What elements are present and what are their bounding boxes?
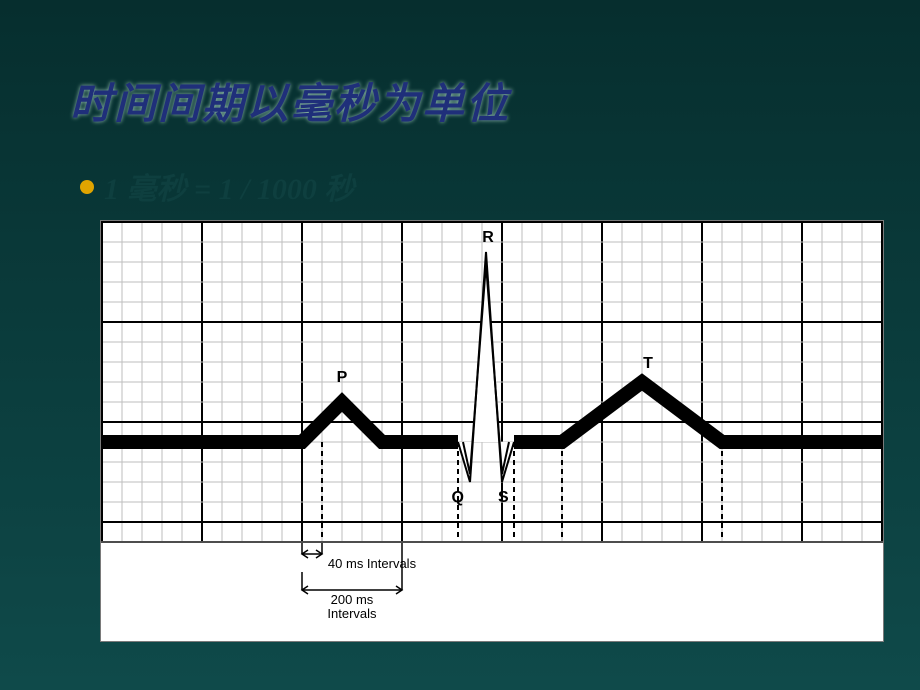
wave-label: S — [498, 489, 509, 506]
interval-label-large-1: 200 ms — [331, 592, 374, 607]
ecg-diagram: P R T Q S 40 ms Intervals 200 msIntervals — [100, 220, 884, 642]
interval-label-large-2: Intervals — [327, 606, 377, 621]
bullet-text: 1 毫秒 = 1 / 1000 秒 — [104, 164, 354, 208]
wave-label: P — [337, 369, 348, 386]
wave-label: T — [643, 355, 653, 372]
interval-label-small: 40 ms Intervals — [328, 556, 417, 571]
wave-label: R — [482, 229, 494, 246]
slide-root: 时间间期以毫秒为单位 时间间期以毫秒为单位 1 毫秒 = 1 / 1000 秒 … — [0, 0, 920, 690]
slide-title: 时间间期以毫秒为单位 时间间期以毫秒为单位 — [70, 70, 510, 131]
ecg-svg: P R T Q S 40 ms Intervals 200 msIntervals — [101, 221, 883, 641]
slide-title-text: 时间间期以毫秒为单位 — [70, 82, 510, 128]
bullet-icon — [80, 180, 94, 194]
wave-label: Q — [452, 489, 464, 506]
